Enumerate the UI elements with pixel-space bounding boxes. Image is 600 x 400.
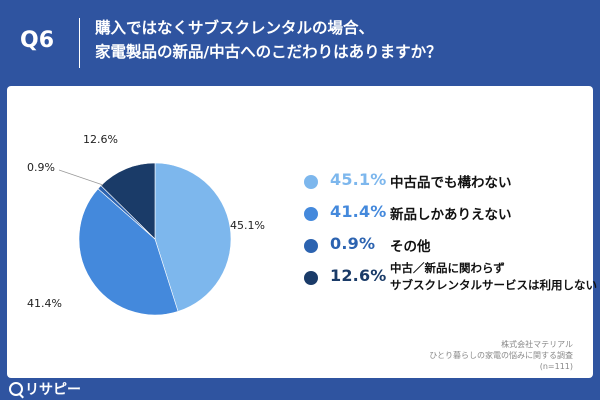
legend-value-1: 45.1% [330,170,387,189]
question-line-2: 家電製品の新品/中古へのこだわりはありますか？ [95,43,442,61]
source-line-3: (n=111) [539,362,573,371]
brand-logo: リサピー [9,379,81,399]
legend-swatch-3 [304,239,318,253]
chart-panel: 45.1% 41.4% 0.9% 12.6% 45.1% 中古品でも構わない 41.4… [7,86,597,378]
legend-label-4: 中古／新品に関わらず サブスクレンタルサービスは利用しない [390,260,597,294]
legend-swatch-4 [304,271,318,285]
pie-data-label-3: 0.9% [27,161,55,174]
pie-data-label-2: 41.4% [27,297,62,310]
pie-chart: 45.1% 41.4% 0.9% 12.6% [27,133,265,316]
source-line-2: ひとり暮らしの家電の悩みに関する調査 [429,351,573,360]
legend-value-4: 12.6% [330,266,387,285]
legend-value-3: 0.9% [330,234,376,253]
pie-data-label-1: 45.1% [230,219,265,232]
legend-item: 0.9% その他 [304,234,590,258]
pie-slice-1 [154,162,232,312]
brand-name: リサピー [25,382,81,398]
legend-swatch-1 [304,175,318,189]
legend-item: 45.1% 中古品でも構わない [304,170,590,194]
legend-item: 12.6% 中古／新品に関わらず サブスクレンタルサービスは利用しない [304,261,597,292]
question-line-1: 購入ではなくサブスクレンタルの場合、 [95,19,375,37]
pie-data-label-4: 12.6% [83,133,118,146]
header: Q6 購入ではなくサブスクレンタルの場合、 家電製品の新品/中古へのこだわりはあ… [0,0,600,86]
legend-label-3: その他 [390,239,431,255]
legend-label-4-line-1: 中古／新品に関わらず [390,261,505,275]
pie-slice-2 [78,188,179,316]
footer: リサピー [0,378,600,400]
legend-swatch-2 [304,207,318,221]
leader-line [58,169,104,186]
source-note: 株式会社マテリアル ひとり暮らしの家電の悩みに関する調査 (n=111) [429,339,573,372]
question-text: 購入ではなくサブスクレンタルの場合、 家電製品の新品/中古へのこだわりはあります… [95,16,575,64]
legend-label-1: 中古品でも構わない [390,175,512,191]
legend-label-4-line-2: サブスクレンタルサービスは利用しない [390,278,597,292]
legend-item: 41.4% 新品しかありえない [304,202,590,226]
legend-value-2: 41.4% [330,202,387,221]
header-divider [79,18,80,68]
magnifier-icon [9,382,23,396]
legend-label-2: 新品しかありえない [390,207,512,223]
question-number: Q6 [20,28,55,53]
source-line-1: 株式会社マテリアル [501,340,573,349]
